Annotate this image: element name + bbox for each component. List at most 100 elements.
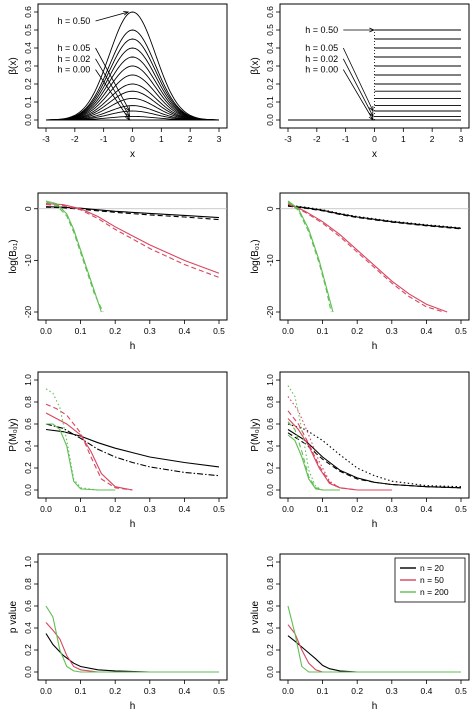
arrow-head <box>368 111 374 118</box>
plot-frame <box>279 192 470 321</box>
y-tick-label: 0.2 <box>265 644 275 656</box>
y-tick-label: -10 <box>23 254 33 267</box>
x-tick-label: 0.3 <box>144 504 156 514</box>
y-tick-label: 0.6 <box>23 6 33 18</box>
arrow-head <box>369 105 374 112</box>
x-tick-label: 0.0 <box>282 326 294 336</box>
series-line-n20 <box>287 204 462 229</box>
x-tick-label: 0.5 <box>213 504 225 514</box>
annotation-label: h = 0.00 <box>305 65 338 75</box>
y-tick-label: 0.0 <box>265 114 275 126</box>
x-tick-label: 0.2 <box>109 504 121 514</box>
plot-area <box>45 605 219 673</box>
beta-curve <box>45 29 220 121</box>
x-tick-label: 0.4 <box>178 686 190 696</box>
chart-pval-right: 0.0 0.1 0.2 0.3 0.4 0.5 0.0 0.2 0.4 0.6 0.8 1.0 h p v… <box>250 553 470 712</box>
y-tick-label: 0.2 <box>23 462 33 474</box>
y-tick-label: -20 <box>23 306 33 319</box>
annotation-arrow <box>95 58 130 117</box>
x-tick-label: 0.5 <box>213 686 225 696</box>
y-tick-label: 0.6 <box>265 418 275 430</box>
series-line-n20 <box>287 429 462 489</box>
y-tick-label: 0.6 <box>23 418 33 430</box>
y-tick-label: 0.8 <box>23 578 33 590</box>
y-tick-label: 0.2 <box>23 644 33 656</box>
series-line-n50 <box>287 203 448 313</box>
x-tick-label: 2 <box>430 134 435 144</box>
x-axis-label: h <box>372 701 378 712</box>
x-tick-label: 0.4 <box>420 686 432 696</box>
beta-curve <box>45 74 220 121</box>
series-line-n50 <box>287 624 461 673</box>
legend: n = 20 n = 50 n = 200 <box>394 557 466 603</box>
x-tick-label: 0.1 <box>75 504 87 514</box>
plot-area <box>38 200 227 313</box>
y-tick-label: 0.6 <box>265 6 275 18</box>
x-tick-label: -3 <box>42 134 50 144</box>
annotation-label: h = 0.05 <box>58 43 91 53</box>
series-line-n20 <box>45 633 219 673</box>
beta-curve <box>45 83 220 121</box>
x-axis-label: x <box>372 149 377 160</box>
series-line-n50 <box>45 204 220 278</box>
series-line-n20 <box>45 423 220 477</box>
x-tick-label: 0.0 <box>40 326 52 336</box>
y-tick-label: 0.4 <box>23 622 33 634</box>
x-tick-label: 2 <box>188 134 193 144</box>
x-axis-label: h <box>372 519 378 530</box>
x-tick-label: 0.4 <box>420 504 432 514</box>
y-tick-label: 0.6 <box>23 600 33 612</box>
arrow-head <box>125 105 131 112</box>
x-tick-label: -2 <box>313 134 321 144</box>
annotation-label: h = 0.50 <box>305 25 338 35</box>
series-line-n20 <box>45 206 220 221</box>
y-axis-label: β(x) <box>8 57 19 74</box>
x-tick-label: 0.5 <box>455 326 467 336</box>
x-tick-label: 0.4 <box>178 326 190 336</box>
series-line-n50 <box>45 403 133 491</box>
y-tick-label: 1.0 <box>23 374 33 386</box>
chart-logb-left: 0.0 0.1 0.2 0.3 0.4 0.5 0 -10 -20 h log(B₀₁) <box>8 192 228 352</box>
x-tick-label: 0 <box>372 134 377 144</box>
y-tick-label: 1.0 <box>265 374 275 386</box>
plot-area <box>45 11 220 121</box>
legend-label: n = 50 <box>420 575 444 585</box>
arrow-head <box>125 115 131 121</box>
x-tick-label: 0.2 <box>351 686 363 696</box>
series-line-n20 <box>287 423 462 488</box>
x-tick-label: 1 <box>159 134 164 144</box>
series-line-n200 <box>46 423 116 491</box>
beta-curve <box>45 11 220 121</box>
x-tick-label: 1 <box>401 134 406 144</box>
y-tick-label: 0.4 <box>265 440 275 452</box>
y-tick-label: 0.8 <box>23 396 33 408</box>
series-line-n50 <box>45 412 133 491</box>
x-tick-label: 0.0 <box>40 686 52 696</box>
y-tick-label: 0.8 <box>265 396 275 408</box>
annotation-arrow <box>95 11 129 22</box>
x-tick-label: 0.0 <box>40 504 52 514</box>
y-axis-label: log(B₀₁) <box>8 239 19 273</box>
x-tick-label: 0.0 <box>282 504 294 514</box>
x-tick-label: 0.2 <box>351 326 363 336</box>
x-tick-label: 0.2 <box>109 686 121 696</box>
series-line-n200 <box>287 201 332 313</box>
x-tick-label: 0.1 <box>317 326 329 336</box>
x-tick-label: 0.3 <box>386 326 398 336</box>
x-axis-label: h <box>372 341 378 352</box>
x-axis-label: x <box>130 149 135 160</box>
y-tick-label: 0.4 <box>23 42 33 54</box>
series-line-n200 <box>287 200 334 313</box>
series-line-n20 <box>287 205 462 230</box>
y-tick-label: 0.4 <box>23 440 33 452</box>
x-tick-label: 0.4 <box>178 504 190 514</box>
series-line-n50 <box>287 410 392 491</box>
plot-frame <box>37 371 228 499</box>
series-line-n200 <box>287 434 340 491</box>
x-tick-label: 3 <box>459 134 464 144</box>
chart-pm-left: 0.0 0.1 0.2 0.3 0.4 0.5 0.0 0.2 0.4 0.6 0.8 1.0 h P(M… <box>8 371 228 530</box>
y-axis-label: p value <box>8 600 19 633</box>
plot-area <box>280 200 469 313</box>
annotation-label: h = 0.00 <box>58 65 91 75</box>
y-axis-label: β(x) <box>250 57 261 74</box>
